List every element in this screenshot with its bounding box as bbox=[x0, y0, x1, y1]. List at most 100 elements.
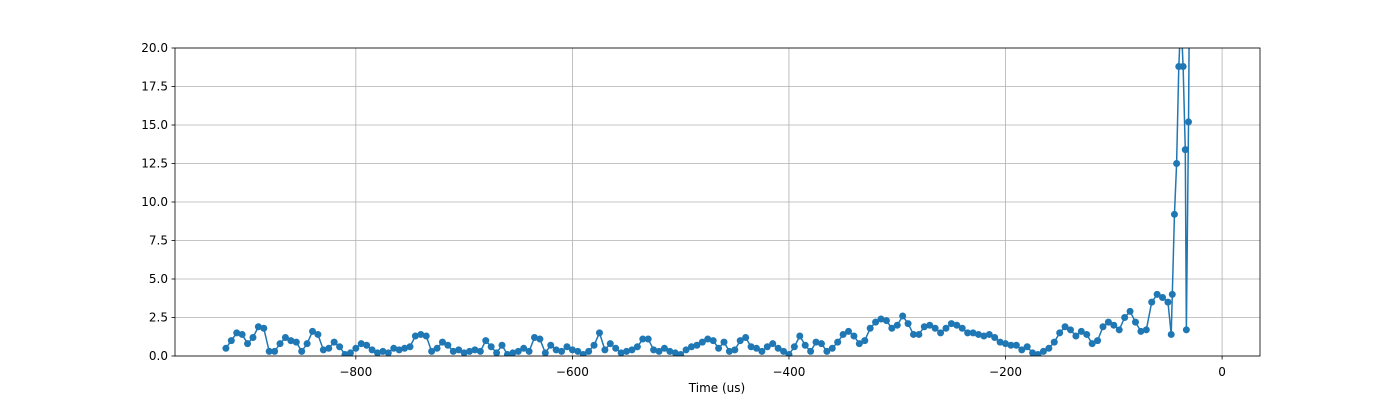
data-point bbox=[996, 338, 1004, 346]
data-point bbox=[352, 344, 360, 352]
data-point bbox=[493, 349, 501, 356]
data-point bbox=[238, 330, 246, 338]
data-point bbox=[319, 346, 327, 354]
data-point bbox=[525, 347, 533, 355]
data-point bbox=[909, 330, 917, 338]
data-point bbox=[1185, 118, 1193, 126]
data-point bbox=[1056, 329, 1064, 337]
data-point bbox=[309, 327, 317, 335]
data-point bbox=[845, 327, 853, 335]
data-point bbox=[1115, 326, 1123, 334]
data-point bbox=[1072, 332, 1080, 340]
data-point bbox=[877, 315, 885, 323]
data-point bbox=[991, 334, 999, 342]
data-point bbox=[1012, 341, 1020, 349]
data-point bbox=[449, 347, 457, 355]
data-point bbox=[937, 329, 945, 337]
data-point bbox=[384, 349, 392, 356]
data-point bbox=[834, 338, 842, 346]
data-point bbox=[341, 350, 349, 356]
data-point bbox=[373, 349, 381, 356]
data-point bbox=[866, 324, 874, 332]
x-tick-label: −800 bbox=[339, 365, 372, 379]
data-point bbox=[1170, 210, 1178, 218]
y-tick-label: 5.0 bbox=[149, 272, 168, 286]
data-point bbox=[455, 346, 463, 354]
data-point bbox=[715, 344, 723, 352]
data-point bbox=[1094, 337, 1102, 345]
data-point bbox=[547, 341, 555, 349]
data-point bbox=[693, 341, 701, 349]
data-point bbox=[314, 330, 322, 338]
data-point bbox=[1007, 341, 1015, 349]
data-point bbox=[639, 335, 647, 343]
data-point bbox=[244, 340, 252, 348]
x-tick-label: 0 bbox=[1218, 365, 1226, 379]
data-point bbox=[725, 347, 733, 355]
data-point bbox=[1179, 62, 1187, 70]
data-point bbox=[1039, 347, 1047, 355]
data-point bbox=[1077, 327, 1085, 335]
data-point bbox=[460, 349, 468, 356]
data-point bbox=[292, 338, 300, 346]
data-point bbox=[476, 347, 484, 355]
data-point bbox=[796, 332, 804, 340]
data-point bbox=[790, 343, 798, 351]
data-point bbox=[254, 323, 262, 331]
data-point bbox=[1023, 343, 1031, 351]
y-tick-label: 17.5 bbox=[141, 80, 168, 94]
data-point bbox=[633, 343, 641, 351]
data-point bbox=[666, 347, 674, 355]
grid bbox=[175, 47, 1260, 357]
data-point bbox=[281, 334, 289, 342]
data-point bbox=[720, 338, 728, 346]
data-point bbox=[1018, 346, 1026, 354]
data-point bbox=[1104, 318, 1112, 326]
data-point bbox=[655, 347, 663, 355]
data-point bbox=[628, 346, 636, 354]
data-point bbox=[828, 344, 836, 352]
data-line bbox=[225, 48, 1190, 356]
data-point bbox=[964, 329, 972, 337]
data-point bbox=[601, 346, 609, 354]
data-point bbox=[222, 344, 230, 352]
data-point bbox=[509, 349, 517, 356]
data-point bbox=[926, 321, 934, 329]
data-point bbox=[807, 347, 815, 355]
data-point bbox=[411, 332, 419, 340]
data-point bbox=[812, 338, 820, 346]
data-point bbox=[1181, 146, 1189, 154]
data-point bbox=[850, 332, 858, 340]
data-point bbox=[260, 324, 268, 332]
data-point bbox=[1126, 307, 1134, 315]
data-point bbox=[774, 344, 782, 352]
data-point bbox=[1083, 330, 1091, 338]
data-point bbox=[1045, 344, 1053, 352]
data-point bbox=[617, 349, 625, 356]
data-point bbox=[1182, 326, 1190, 334]
data-point bbox=[855, 340, 863, 348]
data-point bbox=[861, 337, 869, 345]
data-point bbox=[1131, 318, 1139, 326]
data-point bbox=[487, 343, 495, 351]
data-point bbox=[974, 330, 982, 338]
data-point bbox=[785, 350, 793, 356]
plot-area bbox=[222, 48, 1193, 356]
data-point bbox=[579, 350, 587, 356]
data-point bbox=[742, 334, 750, 342]
data-point bbox=[520, 344, 528, 352]
data-point bbox=[595, 329, 603, 337]
data-point bbox=[536, 335, 544, 343]
y-tick-label: 20.0 bbox=[141, 41, 168, 55]
data-point bbox=[379, 347, 387, 355]
data-point bbox=[265, 347, 273, 355]
data-point bbox=[1148, 298, 1156, 306]
data-point bbox=[541, 349, 549, 356]
y-tick-label: 15.0 bbox=[141, 118, 168, 132]
data-point bbox=[438, 338, 446, 346]
data-point bbox=[330, 338, 338, 346]
data-point bbox=[1110, 321, 1118, 329]
data-point bbox=[368, 346, 376, 354]
data-point bbox=[1088, 340, 1096, 348]
data-point bbox=[471, 346, 479, 354]
